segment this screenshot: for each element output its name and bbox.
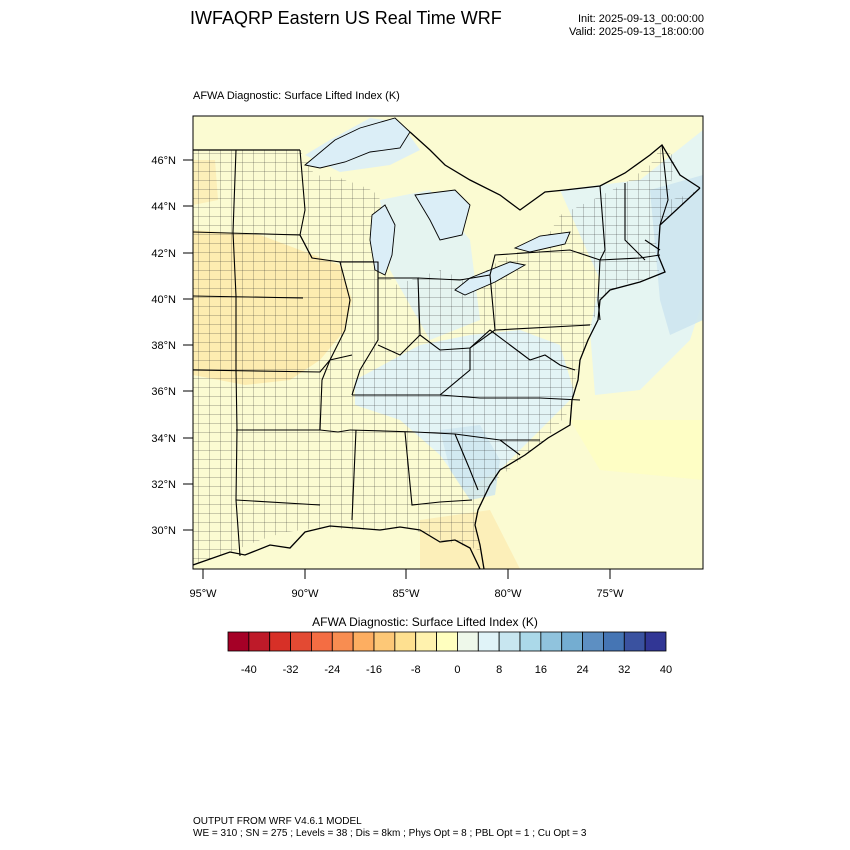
colorbar-box [561, 631, 583, 652]
colorbar-tick-label: 16 [535, 664, 547, 676]
state-boundaries [193, 144, 669, 557]
colorbar [227, 631, 667, 652]
colorbar-box [227, 631, 250, 652]
colorbar-title: AFWA Diagnostic: Surface Lifted Index (K… [312, 615, 538, 629]
lon-label-80w: 80°W [494, 588, 522, 600]
colorbar-box [352, 631, 375, 652]
colorbar-tick-label: -32 [283, 664, 299, 676]
colorbar-box [457, 631, 479, 652]
colorbar-box [331, 631, 354, 652]
init-time: Init: 2025-09-13_00:00:00 [578, 13, 704, 25]
colorbar-box [540, 631, 563, 652]
colorbar-tick-label: -16 [366, 664, 382, 676]
colorbar-tick-label: -8 [411, 664, 421, 676]
colorbar-box [623, 631, 646, 652]
colorbar-box [269, 631, 291, 652]
lat-label-34n: 34°N [151, 433, 176, 445]
lon-ticks [202, 569, 611, 579]
run-times: Init: 2025-09-13_00:00:00 Valid: 2025-09… [540, 13, 704, 39]
lon-label-75w: 75°W [596, 588, 624, 600]
lat-label-38n: 38°N [151, 340, 176, 352]
stable-lifted-index-region-atlantic-south [570, 420, 703, 480]
lake-ontario [513, 231, 571, 253]
colorbar-box [498, 631, 521, 652]
main-title: IWFAQRP Eastern US Real Time WRF [190, 8, 502, 28]
colorbar-box [394, 631, 417, 652]
colorbar-tick-label: 40 [660, 664, 672, 676]
colorbar-box [415, 631, 437, 652]
lon-label-95w: 95°W [189, 588, 217, 600]
colorbar-box [582, 631, 604, 652]
lat-label-30n: 30°N [151, 525, 176, 537]
colorbar-box [644, 631, 667, 652]
colorbar-box [519, 631, 542, 652]
lon-label-90w: 90°W [291, 588, 319, 600]
colorbar-box [436, 631, 458, 652]
lake-superior [303, 117, 411, 169]
colorbar-tick-label: 24 [576, 664, 588, 676]
footer-model: OUTPUT FROM WRF V4.6.1 MODEL [193, 816, 362, 827]
lat-label-44n: 44°N [151, 201, 176, 213]
lake-michigan [369, 204, 396, 276]
colorbar-box [248, 631, 271, 652]
colorbar-box [290, 631, 312, 652]
map-frame [192, 115, 704, 570]
colorbar-box [477, 631, 500, 652]
colorbar-tick-labels: -40 -32 -24 -16 -8 0 8 16 24 32 40 [241, 664, 672, 676]
colorbar-box [311, 631, 333, 652]
colorbar-tick-label: 0 [454, 664, 460, 676]
colorbar-box [373, 631, 396, 652]
footer-config: WE = 310 ; SN = 275 ; Levels = 38 ; Dis … [193, 828, 587, 839]
lake-huron [414, 189, 471, 241]
lon-label-85w: 85°W [392, 588, 420, 600]
lat-label-36n: 36°N [151, 386, 176, 398]
lat-label-32n: 32°N [151, 479, 176, 491]
valid-time: Valid: 2025-09-13_18:00:00 [569, 26, 704, 38]
footer: OUTPUT FROM WRF V4.6.1 MODEL WE = 310 ; … [193, 816, 586, 840]
lat-label-40n: 40°N [151, 294, 176, 306]
county-boundaries [193, 145, 700, 565]
lat-label-46n: 46°N [151, 155, 176, 167]
colorbar-tick-label: 32 [618, 664, 630, 676]
colorbar-box [603, 631, 625, 652]
lat-ticks [183, 159, 193, 531]
map-area [193, 116, 703, 569]
plot-title: AFWA Diagnostic: Surface Lifted Index (K… [193, 90, 400, 102]
colorbar-tick-label: -40 [241, 664, 257, 676]
colorbar-tick-label: -24 [324, 664, 340, 676]
lat-label-42n: 42°N [151, 248, 176, 260]
coastline-and-border [193, 131, 701, 569]
colorbar-tick-label: 8 [496, 664, 502, 676]
